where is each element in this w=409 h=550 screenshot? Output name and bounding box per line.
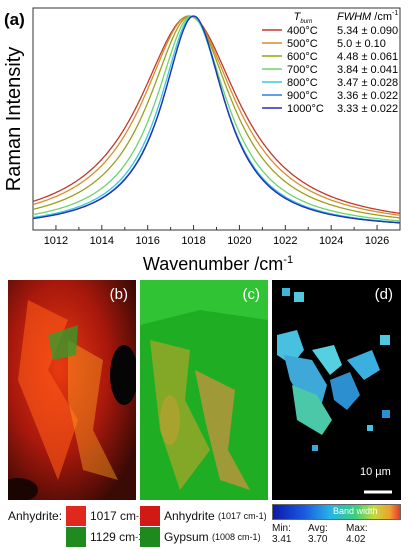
series-line-600c [32,15,401,219]
legend-fwhm: 3.33 ± 0.022 [337,103,398,115]
series-line-400c [32,15,401,215]
legend-fwhm: 5.0 ± 0.10 [337,38,386,50]
legend-1129: 1129 cm-1 [66,527,143,547]
x-axis-label: Wavenumber /cm-1 [143,254,293,274]
series-line-1000c [32,15,401,224]
band-width-map [272,280,401,500]
y-axis-label: Raman Intensity [3,47,25,192]
x-tick-label: 1016 [135,235,159,247]
series-line-500c [32,15,401,216]
map-panel-b: (b) [8,280,136,500]
legend-fwhm: 5.34 ± 0.090 [337,25,398,37]
anhydrite-gypsum-map [8,280,136,500]
legend-temperature: 500°C [287,38,318,50]
legend-temperature: 1000°C [287,103,324,115]
anhydrite-gypsum-overlay-map [140,280,268,500]
legend-fwhm: 3.36 ± 0.022 [337,90,398,102]
legend-fwhm: 4.48 ± 0.061 [337,51,398,63]
x-tick-label: 1020 [227,235,251,247]
map-panel-d: 10 µm (d) [272,280,401,500]
legend: Tburn FWHM /cm-1 400°C 5.34 ± 0.090 500°C 5… [262,10,398,115]
raman-spectra-chart: 1012 1014 1016 1018 1020 1022 1024 1026 (a) Ram… [3,7,401,274]
colorbar-text: Band width [333,506,378,516]
legend-1017: 1017 cm-1 [66,506,144,526]
red-swatch [66,506,86,526]
legend-anhydrite-label: Anhydrite: [8,509,63,523]
stats-avg: Avg: 3.70 [308,523,328,545]
x-tick-label: 1018 [181,235,205,247]
legend-anhydrite-item: Anhydrite (1017 cm -1) [140,506,267,526]
legend-header-fwhm: FWHM /cm-1 [337,10,398,23]
x-tick-label: 1012 [44,235,68,247]
green-swatch [66,527,86,547]
x-tick-label: 1024 [319,235,343,247]
anhydrite-swatch [140,506,160,526]
stats-max: Max: 4.02 [346,523,368,545]
panel-label-d: (d) [374,286,393,303]
series-line-700c [32,15,401,222]
legend-temperature: 600°C [287,51,318,63]
panel-label-b: (b) [109,286,128,303]
x-tick-label: 1014 [90,235,114,247]
x-tick-label: 1022 [273,235,297,247]
legend-gypsum-item: Gypsum (1008 cm -1) [140,527,261,547]
legend-fwhm: 3.47 ± 0.028 [337,77,398,89]
legend-temperature: 800°C [287,77,318,89]
scale-bar-label: 10 µm [360,466,391,478]
stats-min: Min: 3.41 [272,523,292,545]
panel-label-c: (c) [242,286,261,303]
panel-label-a: (a) [4,10,25,29]
legend-fwhm: 3.84 ± 0.041 [337,64,398,76]
legend-temperature: 700°C [287,64,318,76]
legend-header-t: Tburn [294,11,313,25]
legend-temperature: 900°C [287,90,318,102]
x-tick-label: 1026 [365,235,389,247]
colorbar: Band width [272,504,401,520]
gypsum-swatch [140,527,160,547]
map-panel-c: (c) [140,280,268,500]
legend-temperature: 400°C [287,25,318,37]
